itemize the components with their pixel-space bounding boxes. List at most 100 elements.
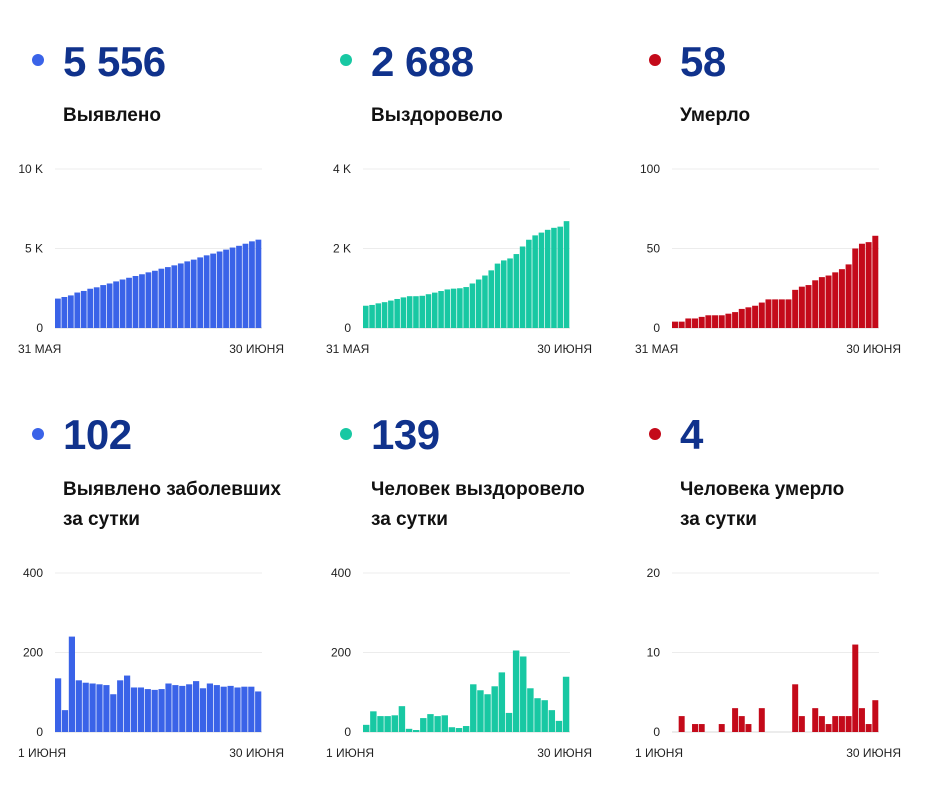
bar: [477, 690, 484, 732]
metric-label-line-1: Выздоровело: [371, 105, 503, 126]
bar: [845, 264, 852, 328]
bar: [87, 288, 94, 328]
chart-total-cases: 0 5 K 10 K 31 МАЯ 30 ИЮНЯ: [18, 162, 284, 356]
bar: [179, 685, 186, 732]
bar: [412, 730, 420, 732]
metric-label-line-1: Человек выздоровело: [371, 479, 585, 500]
bar: [475, 279, 482, 328]
bar: [158, 689, 165, 732]
bar: [106, 283, 113, 328]
bar: [462, 726, 470, 732]
bar: [255, 691, 262, 732]
bar: [223, 249, 229, 328]
x-tick-label: 30 ИЮНЯ: [537, 342, 592, 356]
bar: [798, 716, 805, 732]
panel-total-recovered: 2 688 Выздоровело 0 2 K 4 K 31 МАЯ 30 ИЮНЯ: [326, 30, 616, 420]
x-tick-label: 30 ИЮНЯ: [537, 746, 592, 760]
y-tick-label: 400: [331, 566, 351, 580]
x-tick-label: 1 ИЮНЯ: [18, 746, 66, 760]
bar: [400, 297, 407, 328]
bar: [718, 724, 725, 732]
bar: [778, 299, 785, 328]
bar: [513, 254, 520, 328]
bar: [388, 300, 394, 328]
bar: [738, 308, 745, 328]
headline-number: 4: [680, 411, 703, 458]
bar: [872, 235, 879, 328]
metric-label-line-2: за сутки: [63, 509, 140, 530]
bar: [732, 312, 739, 328]
bar: [229, 247, 236, 328]
bar: [413, 296, 419, 328]
bar: [725, 313, 732, 328]
y-tick-label: 0: [653, 321, 660, 335]
bar: [363, 724, 370, 732]
bar: [825, 724, 832, 732]
bar: [391, 715, 398, 733]
y-tick-label: 200: [23, 646, 43, 660]
bar: [74, 292, 81, 328]
bar: [139, 274, 145, 328]
y-tick-label: 400: [23, 566, 43, 580]
bar: [548, 710, 556, 732]
chart-daily-recovered: 0 200 400 1 ИЮНЯ 30 ИЮНЯ: [326, 566, 592, 760]
bar: [89, 683, 96, 732]
panel-total-deaths: 58 Умерло 0 50 100 31 МАЯ 30 ИЮНЯ: [635, 30, 925, 420]
legend-dot: [340, 54, 352, 66]
bar: [469, 283, 476, 328]
bar: [798, 286, 805, 328]
bar: [765, 299, 772, 328]
bar: [512, 650, 520, 732]
bar: [812, 708, 819, 732]
bar: [164, 267, 171, 328]
x-tick-label: 1 ИЮНЯ: [635, 746, 683, 760]
bar: [852, 644, 859, 732]
headline-number: 5 556: [63, 38, 166, 85]
chart-daily-deaths: 0 10 20 1 ИЮНЯ 30 ИЮНЯ: [635, 566, 901, 760]
bar: [213, 685, 220, 732]
chart-total-recovered: 0 2 K 4 K 31 МАЯ 30 ИЮНЯ: [326, 162, 592, 356]
bar: [249, 241, 255, 328]
y-tick-label: 0: [344, 321, 351, 335]
bar: [758, 302, 765, 328]
x-tick-label: 30 ИЮНЯ: [846, 342, 901, 356]
bar: [100, 285, 107, 328]
bar: [692, 724, 699, 732]
bar: [562, 676, 570, 732]
bar: [555, 720, 563, 732]
bar: [818, 277, 825, 328]
bar: [369, 304, 375, 328]
bar: [434, 716, 441, 732]
bar: [432, 292, 438, 328]
metric-label-line-2: за сутки: [680, 509, 757, 530]
headline-number: 2 688: [371, 38, 474, 85]
bar: [858, 243, 865, 328]
x-tick-label: 30 ИЮНЯ: [229, 342, 284, 356]
headline-number: 58: [680, 38, 726, 85]
bar: [137, 687, 144, 732]
bar: [419, 295, 426, 328]
bar: [67, 295, 74, 328]
bar: [199, 688, 207, 733]
x-tick-label: 31 МАЯ: [18, 342, 61, 356]
bar: [145, 272, 152, 328]
bar: [838, 269, 845, 328]
bar: [61, 710, 69, 732]
bar: [236, 245, 242, 328]
bar: [427, 714, 434, 732]
y-tick-label: 2 K: [333, 242, 351, 256]
bar: [398, 706, 406, 732]
bar: [672, 321, 678, 328]
bar: [865, 724, 872, 732]
bar: [381, 302, 388, 328]
x-tick-label: 1 ИЮНЯ: [326, 746, 374, 760]
bar: [375, 303, 382, 328]
bar: [745, 724, 752, 732]
bar: [498, 672, 506, 733]
bar: [563, 221, 570, 328]
bar: [772, 299, 779, 328]
bar: [151, 689, 158, 733]
bar: [68, 636, 75, 732]
bar: [534, 698, 541, 732]
metric-label-line-1: Выявлено: [63, 105, 161, 126]
